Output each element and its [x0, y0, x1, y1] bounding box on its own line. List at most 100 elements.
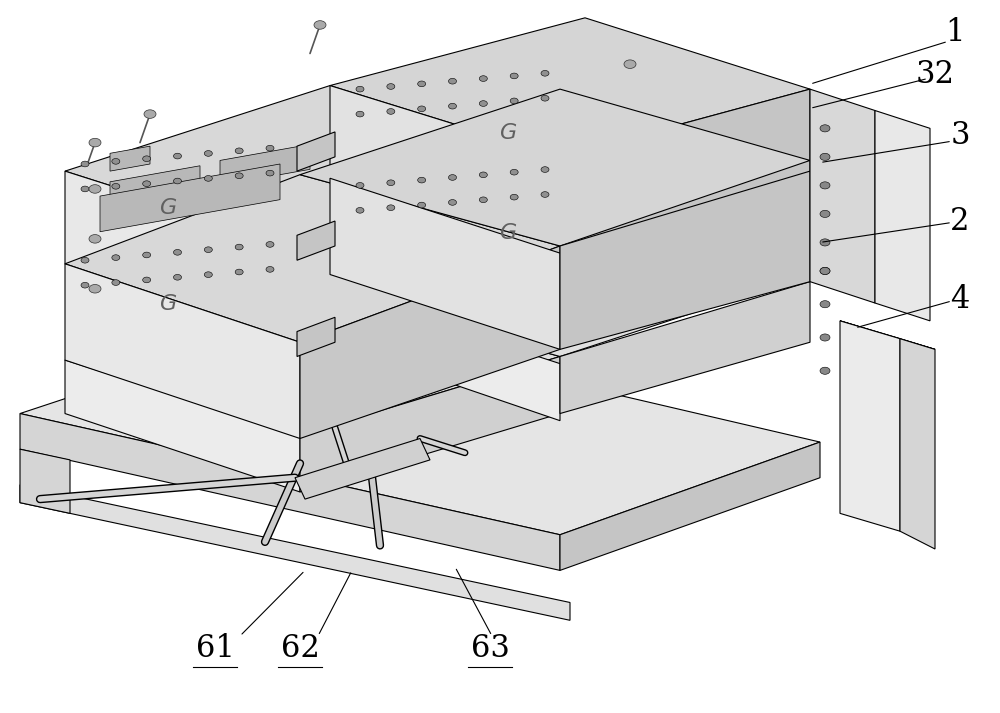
Circle shape [266, 267, 274, 272]
Polygon shape [875, 111, 930, 321]
Polygon shape [65, 264, 300, 438]
Circle shape [112, 183, 120, 189]
Polygon shape [65, 171, 300, 342]
Polygon shape [20, 449, 70, 513]
Circle shape [204, 150, 212, 156]
Circle shape [204, 272, 212, 277]
Circle shape [448, 175, 456, 180]
Text: 1: 1 [945, 16, 965, 48]
Circle shape [266, 242, 274, 247]
Circle shape [448, 200, 456, 205]
Circle shape [204, 247, 212, 252]
Circle shape [112, 158, 120, 164]
Circle shape [81, 257, 89, 263]
Polygon shape [110, 146, 150, 171]
Circle shape [387, 205, 395, 210]
Circle shape [266, 170, 274, 176]
Polygon shape [65, 360, 300, 492]
Polygon shape [330, 289, 560, 421]
Circle shape [820, 267, 830, 275]
Polygon shape [330, 86, 560, 253]
Polygon shape [560, 282, 810, 414]
Circle shape [624, 60, 636, 68]
Circle shape [541, 167, 549, 173]
Circle shape [418, 106, 426, 112]
Polygon shape [300, 89, 810, 246]
Circle shape [204, 175, 212, 181]
Polygon shape [300, 356, 560, 492]
Circle shape [143, 277, 151, 283]
Text: 2: 2 [950, 205, 970, 237]
Circle shape [387, 180, 395, 185]
Circle shape [314, 21, 326, 29]
Polygon shape [560, 171, 810, 349]
Circle shape [174, 250, 182, 255]
Polygon shape [20, 414, 560, 570]
Circle shape [356, 111, 364, 117]
Circle shape [541, 71, 549, 76]
Circle shape [89, 138, 101, 147]
Circle shape [174, 178, 182, 184]
Circle shape [820, 239, 830, 246]
Circle shape [820, 301, 830, 308]
Polygon shape [65, 86, 560, 246]
Polygon shape [295, 438, 430, 499]
Circle shape [820, 125, 830, 132]
Circle shape [144, 110, 156, 118]
Text: 32: 32 [916, 59, 954, 91]
Text: G: G [160, 294, 177, 314]
Polygon shape [297, 132, 335, 171]
Circle shape [510, 170, 518, 175]
Circle shape [356, 86, 364, 92]
Circle shape [235, 173, 243, 178]
Polygon shape [65, 285, 560, 435]
Circle shape [448, 78, 456, 84]
Polygon shape [900, 339, 935, 549]
Circle shape [81, 186, 89, 192]
Polygon shape [330, 18, 810, 157]
Circle shape [387, 108, 395, 114]
Circle shape [356, 183, 364, 188]
Circle shape [112, 279, 120, 285]
Polygon shape [300, 157, 560, 342]
Circle shape [235, 270, 243, 275]
Circle shape [356, 207, 364, 213]
Circle shape [266, 145, 274, 151]
Polygon shape [560, 89, 810, 253]
Polygon shape [300, 246, 560, 438]
Circle shape [81, 161, 89, 167]
Circle shape [143, 252, 151, 258]
Text: 61: 61 [196, 633, 234, 665]
Text: G: G [500, 123, 517, 143]
Circle shape [541, 192, 549, 198]
Circle shape [448, 103, 456, 109]
Circle shape [89, 185, 101, 193]
Polygon shape [100, 164, 280, 232]
Circle shape [174, 275, 182, 280]
Circle shape [418, 202, 426, 208]
Polygon shape [20, 485, 570, 620]
Circle shape [820, 267, 830, 275]
Circle shape [112, 255, 120, 260]
Circle shape [479, 197, 487, 202]
Polygon shape [297, 221, 335, 260]
Circle shape [387, 83, 395, 89]
Circle shape [820, 367, 830, 374]
Circle shape [479, 172, 487, 178]
Polygon shape [560, 442, 820, 570]
Polygon shape [840, 321, 935, 349]
Text: G: G [160, 198, 177, 218]
Circle shape [820, 334, 830, 341]
Circle shape [418, 81, 426, 87]
Circle shape [820, 210, 830, 217]
Circle shape [479, 76, 487, 81]
Circle shape [541, 96, 549, 101]
Text: 62: 62 [281, 633, 319, 665]
Circle shape [235, 148, 243, 153]
Polygon shape [840, 321, 900, 531]
Text: G: G [500, 223, 517, 243]
Polygon shape [20, 321, 820, 535]
Circle shape [235, 244, 243, 250]
Circle shape [418, 178, 426, 183]
Circle shape [89, 235, 101, 243]
